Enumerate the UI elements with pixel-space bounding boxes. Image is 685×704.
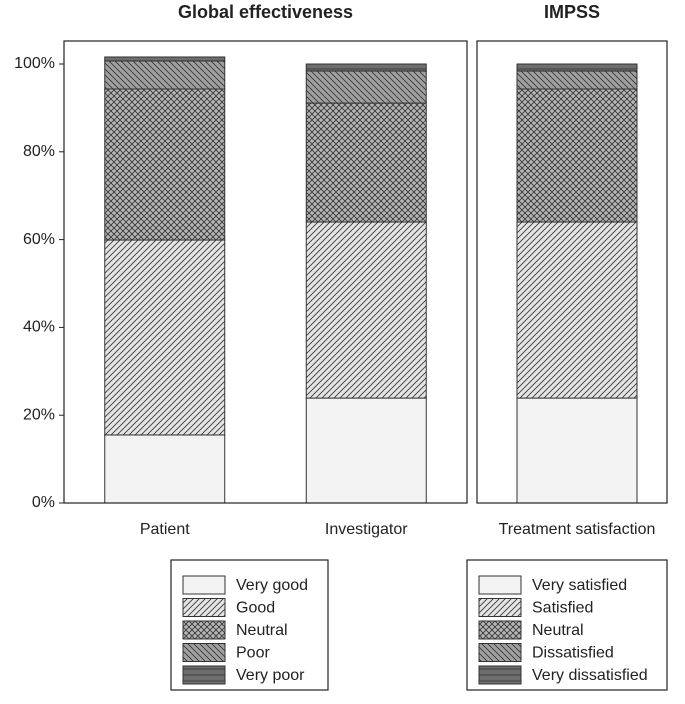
bar-segment [104,88,226,241]
bar-segment [305,63,427,72]
legend-swatch [182,620,226,640]
y-tick-label: 80% [23,143,55,160]
legend-swatch [478,575,522,595]
panel-frame [63,40,468,504]
legend-label: Neutral [532,622,584,639]
legend-label: Very good [236,577,308,594]
bar-segment [305,102,427,223]
legend-swatch [182,665,226,685]
x-tick-label: Investigator [325,521,408,538]
bar-segment [516,63,638,72]
bar-segment [104,56,226,62]
panel-title: IMPSS [544,2,600,22]
bar-segment [516,397,638,504]
legend-box [466,559,668,691]
legend-label: Very satisfied [532,577,627,594]
legend-label: Neutral [236,622,288,639]
legend-label: Good [236,600,275,617]
legend-swatch [182,643,226,662]
y-tick-label: 20% [23,406,55,423]
bar-segment [516,70,638,90]
legend-swatch [182,598,226,617]
legend-swatch [182,575,226,595]
bar-segment [516,221,638,399]
y-tick-label: 40% [23,319,55,336]
legend-swatch [478,665,522,685]
x-tick-label: Treatment satisfaction [499,521,656,538]
bar-segment [305,70,427,104]
legend-swatch [478,643,522,662]
y-tick-label: 100% [14,55,55,72]
legend-box [170,559,329,691]
y-tick-label: 60% [23,231,55,248]
legend-label: Very poor [236,667,305,684]
legend-label: Satisfied [532,600,593,617]
bar-segment [104,239,226,436]
legend-label: Poor [236,645,270,662]
y-tick-label: 0% [32,494,55,511]
bar-segment [104,434,226,504]
bar-segment [305,221,427,399]
legend-swatch [478,620,522,640]
panel-title: Global effectiveness [178,2,353,22]
bar-segment [305,397,427,504]
legend-label: Very dissatisfied [532,667,648,684]
legend-swatch [478,598,522,617]
bar-segment [104,60,226,90]
legend-label: Dissatisfied [532,645,614,662]
bar-segment [516,88,638,223]
x-tick-label: Patient [140,521,190,538]
panel-frame [476,40,668,504]
